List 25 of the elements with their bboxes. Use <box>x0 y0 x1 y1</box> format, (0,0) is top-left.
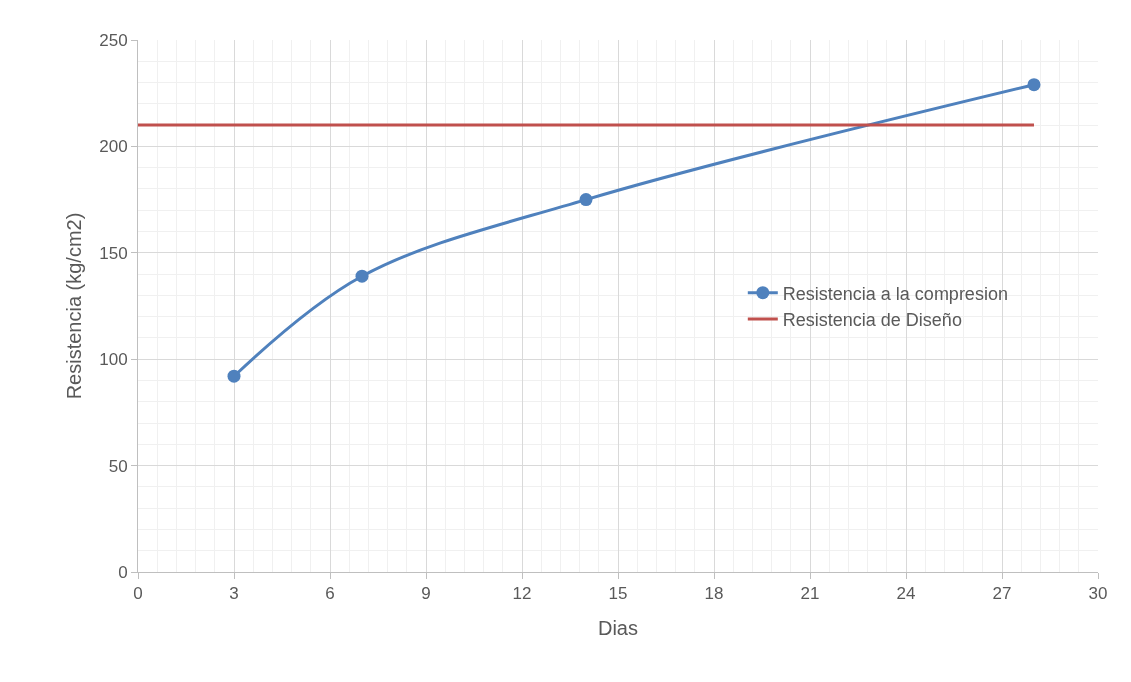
legend-label: Resistencia a la compresion <box>782 283 1008 304</box>
x-tick-label: 24 <box>896 584 916 604</box>
x-axis-title: Dias <box>597 616 639 639</box>
y-tick-label: 250 <box>99 30 128 50</box>
x-tick-label: 3 <box>229 584 239 604</box>
x-tick-label: 15 <box>608 584 628 604</box>
x-tick-label: 0 <box>133 584 143 604</box>
x-tick-label: 18 <box>704 584 724 604</box>
point <box>355 269 369 283</box>
x-tick-label: 30 <box>1088 584 1108 604</box>
x-tick-label: 6 <box>325 584 335 604</box>
y-axis-title: Resistencia (kg/cm2) <box>62 212 85 400</box>
point <box>579 193 593 207</box>
legend-label: Resistencia de Diseño <box>782 310 962 331</box>
y-tick-label: 150 <box>99 243 128 263</box>
x-tick-label: 27 <box>992 584 1012 604</box>
point <box>227 369 241 383</box>
y-tick-label: 100 <box>99 350 128 370</box>
x-tick-label: 12 <box>512 584 532 604</box>
y-tick-label: 200 <box>99 137 128 157</box>
y-tick-label: 50 <box>108 456 128 476</box>
x-tick-label: 21 <box>800 584 820 604</box>
point <box>1027 78 1041 92</box>
x-tick-label: 9 <box>421 584 431 604</box>
y-tick-label: 0 <box>118 562 128 582</box>
